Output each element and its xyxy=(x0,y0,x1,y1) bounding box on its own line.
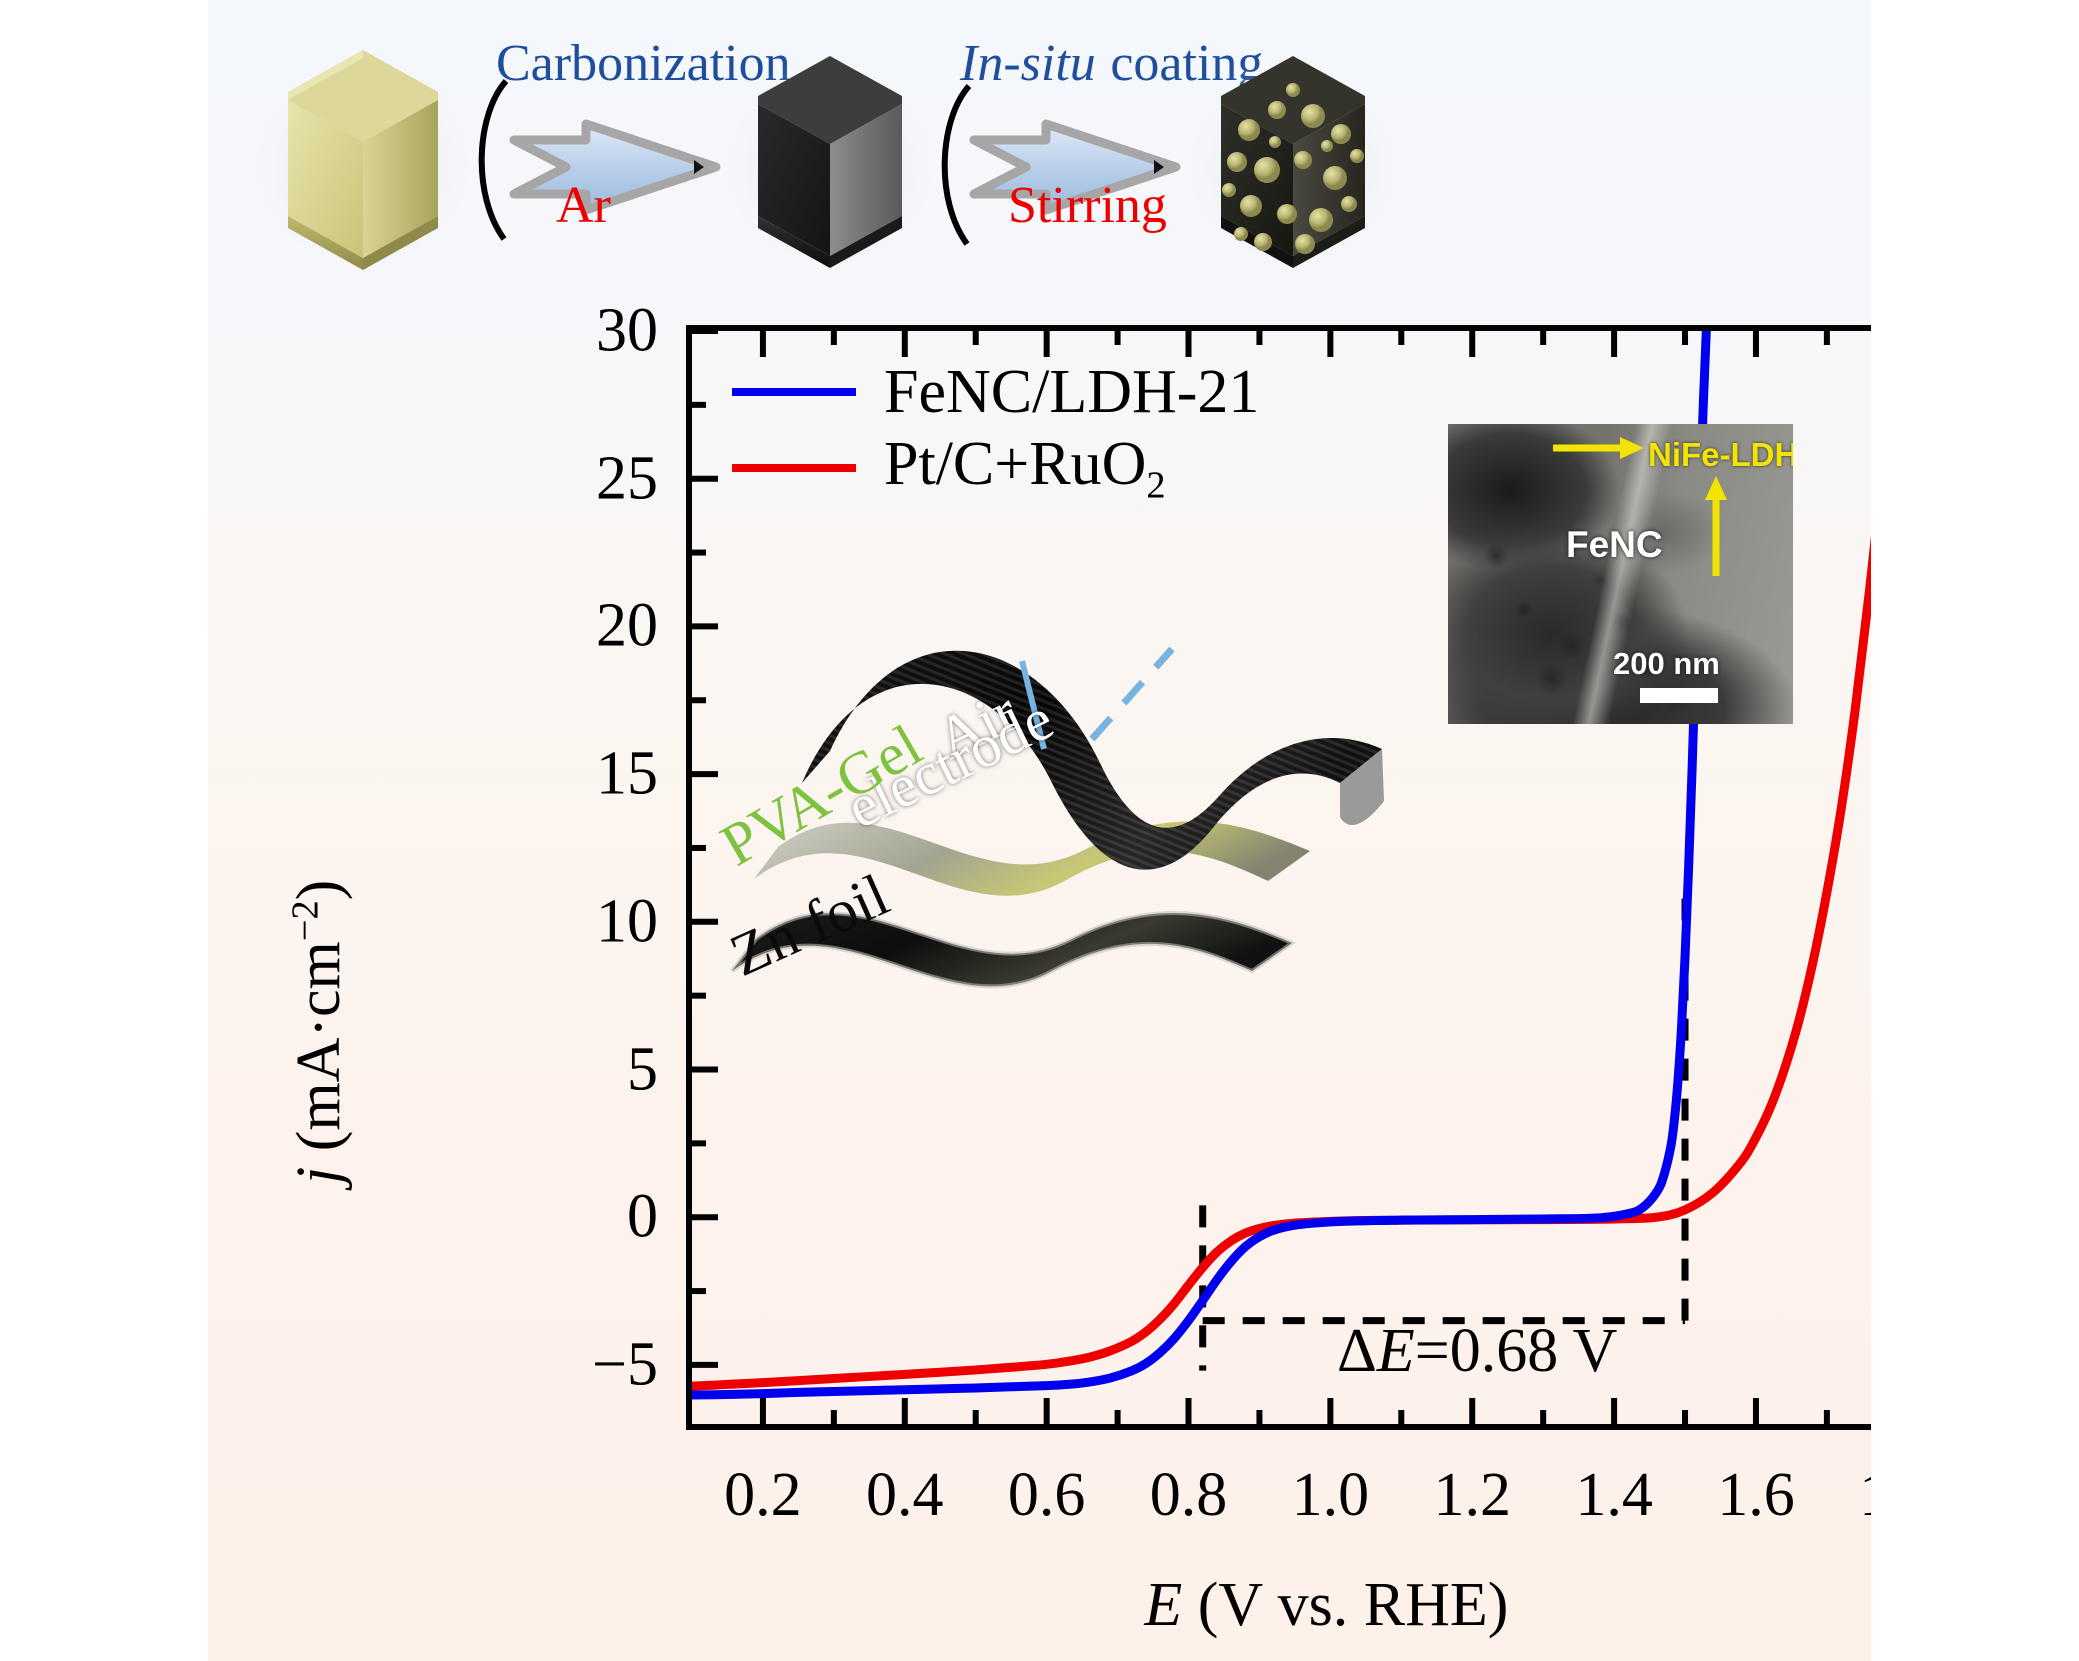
x-tick-label: 0.8 xyxy=(1149,1461,1228,1529)
x-tick-label: 0.6 xyxy=(1007,1461,1086,1529)
tem-scale-label: 200 nm xyxy=(1613,646,1720,681)
step-2-label-italic: In-situ xyxy=(960,35,1096,92)
tem-scale-bar xyxy=(1640,688,1718,703)
step-2-condition: Stirring xyxy=(1008,177,1167,234)
y-axis-title: j (mA·cm−2) xyxy=(283,879,355,1183)
zif-precursor-particle xyxy=(228,30,498,280)
y-tick-label: 0 xyxy=(627,1182,658,1251)
polarization-plot: FeNC/LDH-21 Pt/C+RuO2 NiFe-LDH FeNC 200 … xyxy=(686,325,1871,1430)
tem-particle-edge xyxy=(1448,424,1793,724)
x-tick-label: 1.4 xyxy=(1575,1461,1653,1529)
x-tick-label: 1.2 xyxy=(1433,1461,1511,1529)
synthesis-scheme: Carbonization Ar xyxy=(208,0,1871,300)
brace-left-2 xyxy=(941,84,972,246)
tem-label-fenc: FeNC xyxy=(1566,524,1663,565)
x-axis-symbol: E xyxy=(1144,1571,1183,1639)
legend-label-fenc-ldh: FeNC/LDH-21 xyxy=(884,357,1260,426)
x-tick-label: 0.2 xyxy=(724,1461,802,1529)
legend-swatch-red xyxy=(732,464,856,472)
figure-canvas: Carbonization Ar xyxy=(208,0,1871,1661)
process-arrow-1 xyxy=(509,119,721,215)
tem-annotation-arrows xyxy=(1553,437,1727,576)
legend-entry-fenc-ldh: FeNC/LDH-21 xyxy=(732,358,1259,426)
fenc-ldh-composite-particle xyxy=(1163,38,1423,278)
carbonized-fenc-particle xyxy=(700,38,960,278)
y-tick-label: 25 xyxy=(596,444,658,513)
legend-swatch-blue xyxy=(732,388,856,396)
y-tick-label: 30 xyxy=(596,296,658,365)
x-tick-label: 1.0 xyxy=(1291,1461,1370,1529)
step-1-label: Carbonization xyxy=(496,35,791,92)
legend-entry-ptc-ruo2: Pt/C+RuO2 xyxy=(732,430,1259,506)
y-tick-label: 15 xyxy=(596,739,658,808)
curve-fenc-ldh-21 xyxy=(692,331,1711,1400)
chart-legend: FeNC/LDH-21 Pt/C+RuO2 xyxy=(732,358,1259,513)
delta-e-value: =0.68 V xyxy=(1414,1317,1618,1385)
y-tick-label: 5 xyxy=(627,1035,658,1103)
delta-symbol: Δ xyxy=(1337,1317,1377,1385)
x-axis-rest: (V vs. RHE) xyxy=(1182,1571,1509,1639)
step-1-condition: Ar xyxy=(556,177,611,234)
delta-e-variable: E xyxy=(1376,1317,1415,1385)
tem-inset-image: NiFe-LDH FeNC 200 nm xyxy=(1448,424,1793,724)
x-tick-label: 1.8 xyxy=(1859,1460,1871,1531)
x-tick-label: 1.6 xyxy=(1717,1461,1795,1529)
y-tick-label: −5 xyxy=(592,1330,658,1399)
process-arrow-2 xyxy=(969,119,1181,215)
y-tick-label: 20 xyxy=(596,591,658,660)
brace-left-1 xyxy=(478,79,509,241)
legend-label-ptc-ruo2: Pt/C+RuO2 xyxy=(884,429,1166,507)
x-axis-title: E (V vs. RHE) xyxy=(1144,1570,1508,1641)
y-axis-symbol: j xyxy=(284,1166,353,1184)
delta-e-annotation: ΔE=0.68 V xyxy=(1337,1316,1617,1387)
delta-e-guides xyxy=(1199,892,1689,1371)
tem-label-nife-ldh: NiFe-LDH xyxy=(1648,436,1793,473)
y-axis-unit: (mA·cm−2) xyxy=(284,879,353,1151)
plot-svg xyxy=(692,331,1871,1424)
zn-air-battery-schematic xyxy=(730,646,1384,989)
axis-ticks xyxy=(692,331,1830,1424)
x-tick-label: 0.4 xyxy=(866,1461,944,1529)
y-tick-label: 10 xyxy=(596,887,658,956)
